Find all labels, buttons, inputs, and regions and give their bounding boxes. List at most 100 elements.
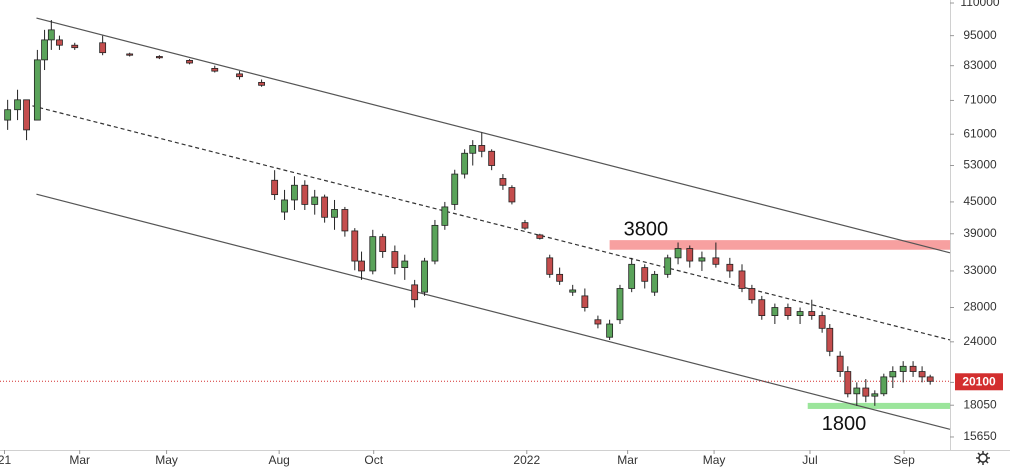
candle-body xyxy=(281,199,288,213)
y-tick-label: 39000 xyxy=(963,226,997,240)
candle-body xyxy=(628,263,636,289)
x-tick-label: Mar xyxy=(617,453,638,467)
candle-body xyxy=(431,224,439,262)
candle-body xyxy=(99,42,107,54)
y-tick-label: 18050 xyxy=(963,397,997,411)
candle-body xyxy=(331,209,338,218)
candle-body xyxy=(291,184,298,201)
y-tick-label: 33000 xyxy=(963,263,997,277)
candle-body xyxy=(651,273,659,293)
candle-body xyxy=(488,150,496,166)
candle-body xyxy=(14,99,21,111)
y-tick-label: 53000 xyxy=(963,158,997,172)
candle-body xyxy=(808,311,816,317)
y-tick-label: 45000 xyxy=(963,194,997,208)
gear-teeth xyxy=(976,451,990,465)
candle-body xyxy=(236,73,243,78)
candle-body xyxy=(126,53,134,56)
candle-body xyxy=(918,371,926,378)
zone-label: 1800 xyxy=(822,413,867,435)
candle-body xyxy=(271,179,279,196)
candle-body xyxy=(451,173,459,205)
candle-body xyxy=(871,393,879,397)
candle-body xyxy=(664,257,672,275)
candle-body xyxy=(546,257,554,275)
zone xyxy=(807,402,950,409)
candle-body xyxy=(499,178,507,186)
candle-body xyxy=(469,145,477,154)
channel-line xyxy=(36,193,951,430)
x-tick-label: May xyxy=(155,453,178,467)
candle-body xyxy=(594,319,602,325)
x-tick-label: Jul xyxy=(802,453,817,467)
candle-body xyxy=(341,209,349,232)
y-tick-label: 24000 xyxy=(963,334,997,348)
candle-body xyxy=(478,145,486,152)
candle-body xyxy=(674,248,682,259)
candle-body xyxy=(155,56,163,59)
candle-body xyxy=(211,67,219,72)
candle-body xyxy=(738,270,746,289)
x-tick-label: 21 xyxy=(0,453,11,467)
candle-body xyxy=(351,230,359,262)
candle-body xyxy=(4,109,12,121)
candle-body xyxy=(56,39,63,46)
candle-body xyxy=(796,311,804,317)
candle-body xyxy=(698,257,706,262)
candle-body xyxy=(758,299,766,317)
candle-body xyxy=(641,267,649,282)
candle-body xyxy=(186,59,193,64)
y-tick-label: 61000 xyxy=(963,126,997,140)
y-tick-label: 71000 xyxy=(963,93,997,107)
y-tick-label: 15650 xyxy=(963,429,997,443)
candle-body xyxy=(926,376,934,382)
x-tick-label: Sep xyxy=(893,453,915,467)
candle-body xyxy=(369,236,377,272)
candle-body xyxy=(521,222,529,229)
candle-body xyxy=(771,307,779,317)
candle-body xyxy=(441,206,449,226)
candle-body xyxy=(401,260,409,269)
candle-body xyxy=(536,234,544,239)
x-tick-label: Aug xyxy=(268,453,289,467)
candle-body xyxy=(569,289,577,293)
candle-body xyxy=(508,187,516,203)
candle-body xyxy=(880,376,888,395)
y-tick-label: 83000 xyxy=(963,58,997,72)
candle-body xyxy=(853,387,861,395)
candle-body xyxy=(258,81,265,86)
candle-body xyxy=(421,260,428,293)
price-label-box xyxy=(955,373,1003,391)
candle-body xyxy=(33,59,41,121)
candle-body xyxy=(899,365,907,372)
candle-body xyxy=(581,295,589,308)
candle-body xyxy=(391,251,399,269)
candle-body xyxy=(844,371,852,395)
x-tick-label: 2022 xyxy=(513,453,540,467)
price-label: 20100 xyxy=(962,374,996,388)
y-tick-label: 110000 xyxy=(960,0,999,9)
candle-body xyxy=(461,152,469,175)
candle-body xyxy=(606,323,614,338)
candle-body xyxy=(748,288,756,301)
candle-body xyxy=(712,257,720,265)
candle-body xyxy=(411,284,419,301)
candle-body xyxy=(379,236,387,252)
x-tick-label: Mar xyxy=(69,453,90,467)
candle-body xyxy=(862,387,870,397)
candle-body xyxy=(358,260,365,272)
y-tick-label: 28000 xyxy=(963,300,997,314)
candle-body xyxy=(301,184,309,205)
candle-body xyxy=(909,365,917,372)
candle-body xyxy=(889,371,897,378)
candle-body xyxy=(836,355,844,372)
candle-body xyxy=(616,288,624,321)
candle-body xyxy=(47,29,55,41)
zone xyxy=(609,240,950,250)
channel-line xyxy=(32,105,951,341)
settings-icon[interactable] xyxy=(976,451,990,465)
candle-body xyxy=(23,99,30,131)
candle-body xyxy=(686,248,694,262)
